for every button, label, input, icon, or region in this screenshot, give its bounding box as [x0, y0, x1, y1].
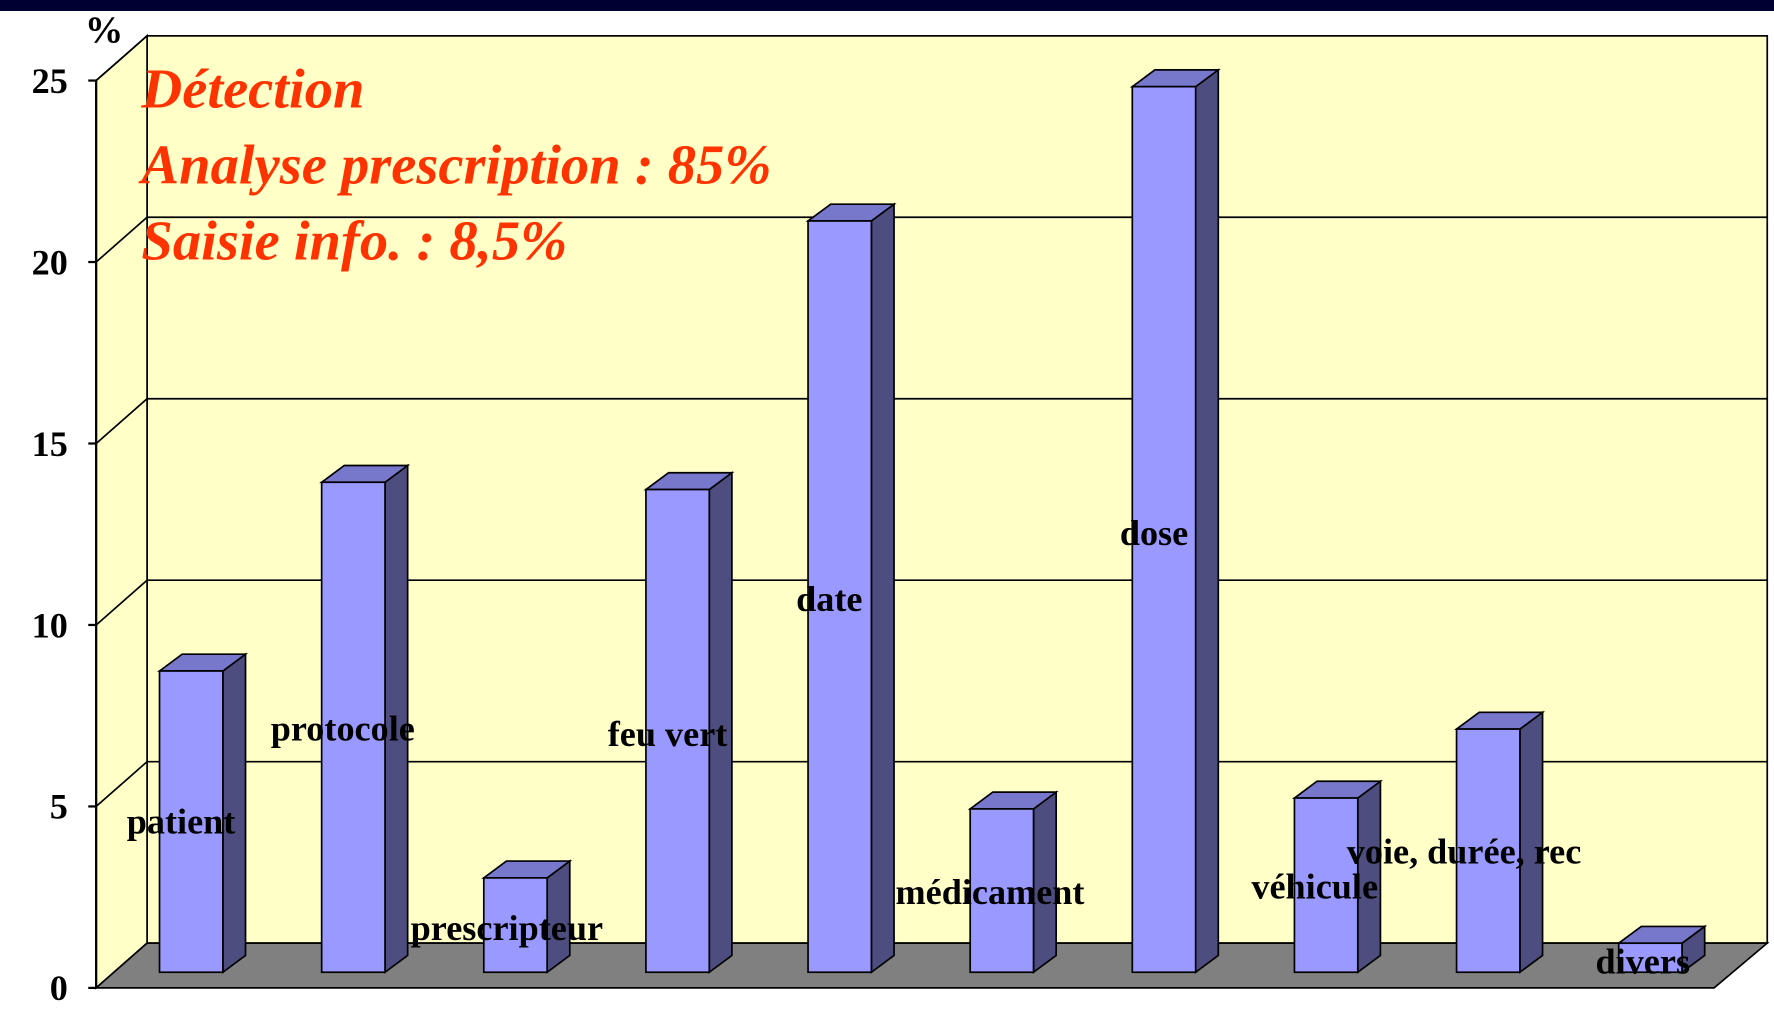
- category-label: protocole: [271, 709, 415, 749]
- category-label: voie, durée, rec: [1347, 832, 1582, 872]
- category-label: divers: [1596, 942, 1691, 982]
- y-tick-label: 5: [50, 787, 68, 827]
- bar-front: [807, 220, 873, 974]
- bar-front: [158, 670, 224, 974]
- bar-front: [320, 481, 386, 974]
- annotation: Détection: [140, 59, 364, 121]
- bar-front: [1293, 797, 1359, 974]
- bar-side: [870, 202, 895, 974]
- bar: [319, 463, 411, 974]
- grid-line: [95, 216, 1768, 263]
- bar-front: [969, 808, 1035, 974]
- bar-front: [1455, 728, 1521, 974]
- y-tick-label: 15: [32, 424, 68, 464]
- chart-area: % 0 5 10 15 20 25 patient protocole prescripteur…: [32, 10, 1770, 1008]
- y-tick-label: 10: [32, 605, 68, 645]
- bar: [805, 202, 897, 974]
- y-tick-label: 25: [32, 61, 68, 101]
- y-tick-label: 20: [32, 243, 68, 283]
- annotation: Saisie info. : 8,5%: [141, 211, 567, 273]
- category-label: médicament: [895, 872, 1084, 912]
- bar-front: [1131, 85, 1197, 974]
- bar: [156, 652, 249, 974]
- category-label: prescripteur: [411, 908, 603, 948]
- annotation: Analyse prescription : 85%: [138, 135, 771, 197]
- grid-line: [95, 760, 1768, 808]
- bar: [1616, 924, 1708, 974]
- category-label: feu vert: [608, 714, 728, 754]
- category-label: patient: [127, 802, 236, 842]
- grid-line: [95, 579, 1768, 626]
- side-wall: [95, 33, 148, 990]
- category-label: date: [796, 579, 862, 619]
- grid-line: [95, 34, 1768, 82]
- bar: [1454, 710, 1546, 974]
- bar-front: [482, 877, 548, 974]
- y-axis-label: %: [85, 10, 123, 52]
- category-label: véhicule: [1251, 867, 1378, 907]
- bar: [967, 790, 1059, 974]
- y-tick-label: 0: [50, 968, 68, 1008]
- bar: [643, 471, 735, 974]
- category-label: dose: [1120, 513, 1188, 553]
- bar: [1129, 68, 1221, 974]
- bar: [1291, 779, 1383, 974]
- bar-side: [1194, 68, 1220, 974]
- top-band: [0, 0, 1774, 11]
- bar-front: [645, 488, 711, 974]
- bar-front: [1617, 942, 1683, 974]
- bar: [481, 859, 573, 974]
- grid-line: [95, 397, 1768, 445]
